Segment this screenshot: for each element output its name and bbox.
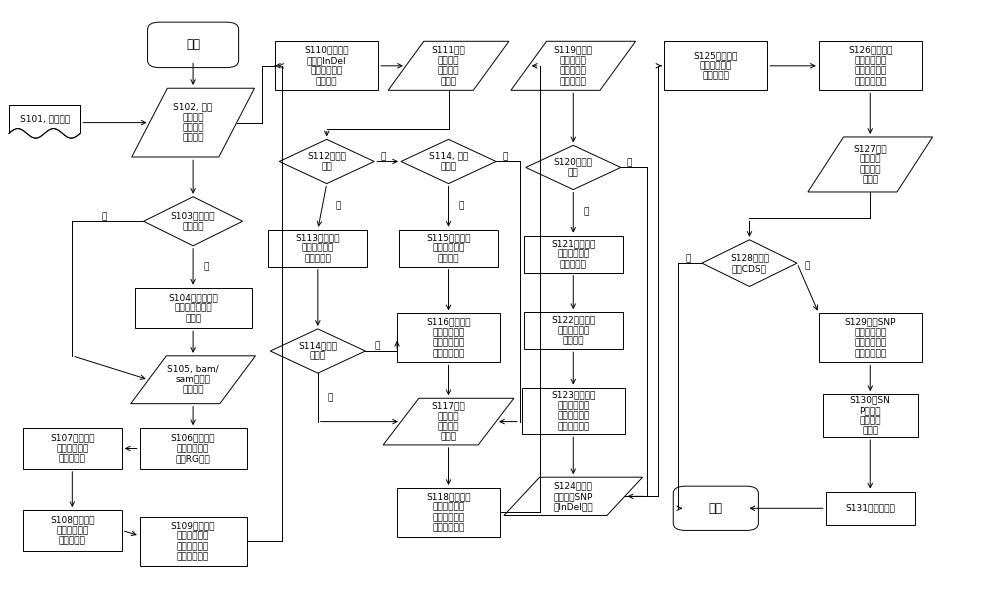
Text: S114, 已知
变异？: S114, 已知 变异？ [429,152,468,171]
Text: S130，SN
P的功能
注释和统
计数据: S130，SN P的功能 注释和统 计数据 [850,396,891,435]
FancyBboxPatch shape [399,230,498,267]
Text: S115，选择合
适的模块进行
变异检测: S115，选择合 适的模块进行 变异检测 [426,233,471,263]
FancyBboxPatch shape [823,394,918,437]
FancyBboxPatch shape [268,230,367,267]
Text: S108，去排比
对数据中重复
多次的序列: S108，去排比 对数据中重复 多次的序列 [50,516,95,545]
Text: 否: 否 [626,158,631,167]
FancyBboxPatch shape [819,41,922,91]
Text: S103，原始测
序序列？: S103，原始测 序序列？ [171,211,215,231]
Text: S111，可
用于变异
检测的比
对数据: S111，可 用于变异 检测的比 对数据 [432,46,465,86]
FancyBboxPatch shape [673,486,758,530]
Text: S113，对比对
数据文件进行
去冗余压缩: S113，对比对 数据文件进行 去冗余压缩 [296,233,340,263]
Text: S116，对原始
变异数据进行
分类并进行严
格质量值过滤: S116，对原始 变异数据进行 分类并进行严 格质量值过滤 [426,318,471,358]
Text: 是: 是 [805,262,810,271]
Text: S104，测序序列
对参考基因组进
行比对: S104，测序序列 对参考基因组进 行比对 [168,293,218,323]
Text: S120，二倍
体？: S120，二倍 体？ [554,158,593,177]
Text: S114，已知
变异？: S114，已知 变异？ [298,341,337,361]
Text: S128，已知
基因CDS？: S128，已知 基因CDS？ [730,254,769,273]
Text: 是: 是 [583,208,589,217]
Polygon shape [526,146,621,190]
Text: S126，过滤间
距过小的变异
位点并对变异
进行基本统计: S126，过滤间 距过小的变异 位点并对变异 进行基本统计 [848,46,892,86]
FancyBboxPatch shape [524,236,623,272]
Text: 开始: 开始 [186,39,200,51]
Polygon shape [401,140,496,184]
Text: S124，可用
于分析的SNP
和InDel集合: S124，可用 于分析的SNP 和InDel集合 [553,481,593,511]
Text: 结束: 结束 [709,502,723,515]
Polygon shape [702,240,797,286]
Polygon shape [511,41,636,91]
Polygon shape [132,88,254,157]
Text: S127，最
终的变异
集合和统
计数据: S127，最 终的变异 集合和统 计数据 [853,144,887,185]
Text: 是: 是 [503,152,508,161]
FancyBboxPatch shape [397,488,500,537]
Text: S118，对第一
阶段的比对数
据进行碱基质
量值的重校正: S118，对第一 阶段的比对数 据进行碱基质 量值的重校正 [426,492,471,533]
FancyBboxPatch shape [826,492,915,525]
Polygon shape [144,197,243,246]
Text: S101, 输入文件: S101, 输入文件 [20,115,70,124]
FancyBboxPatch shape [275,41,378,91]
Text: 否: 否 [375,342,380,351]
FancyBboxPatch shape [140,428,247,469]
Text: S131，输出文件: S131，输出文件 [845,504,895,513]
Text: 是: 是 [328,393,333,402]
FancyBboxPatch shape [23,510,122,551]
FancyBboxPatch shape [140,516,247,566]
FancyBboxPatch shape [135,288,252,329]
FancyBboxPatch shape [819,313,922,362]
Polygon shape [504,477,643,515]
Text: S106，对比对
数据进行排序
和加RG信息: S106，对比对 数据进行排序 和加RG信息 [171,434,215,463]
Text: S102, 测序
序列或比
对数据参
考基因组: S102, 测序 序列或比 对数据参 考基因组 [173,103,213,143]
Text: 否: 否 [101,212,107,221]
Polygon shape [279,140,374,184]
FancyBboxPatch shape [522,388,625,434]
FancyBboxPatch shape [9,104,80,133]
Polygon shape [131,356,255,403]
FancyBboxPatch shape [524,312,623,349]
Text: 否: 否 [458,202,464,211]
Text: 否: 否 [685,254,691,263]
Text: S125，对生成
的变异集合进
行格式转换: S125，对生成 的变异集合进 行格式转换 [694,51,738,81]
Text: S123，对原始
变异数据进行
分类并进行一
般质量值过滤: S123，对原始 变异数据进行 分类并进行一 般质量值过滤 [551,391,595,431]
FancyBboxPatch shape [664,41,767,91]
Text: 否: 否 [380,152,386,161]
FancyBboxPatch shape [148,22,239,68]
Text: 是: 是 [336,202,341,211]
Text: S109，根据参
考基因组染色
体对比对数据
进行重新排序: S109，根据参 考基因组染色 体对比对数据 进行重新排序 [171,521,215,561]
Text: S122，选择合
适的模块进行
变异检测: S122，选择合 适的模块进行 变异检测 [551,316,595,345]
Text: S129，对SNP
位点进行同义
非同义注释和
转换颠换统计: S129，对SNP 位点进行同义 非同义注释和 转换颠换统计 [845,318,896,358]
Text: S107，去除比
对数据中的次
要比对序列: S107，去除比 对数据中的次 要比对序列 [50,434,95,463]
FancyBboxPatch shape [9,104,80,134]
Text: S121，对比对
数据文件进行
去冗余压缩: S121，对比对 数据文件进行 去冗余压缩 [551,239,595,269]
FancyBboxPatch shape [397,313,500,362]
Polygon shape [270,329,365,373]
Polygon shape [388,41,509,91]
Text: S117，用
作训练集
的变异位
点集合: S117，用 作训练集 的变异位 点集合 [432,402,465,442]
Polygon shape [383,398,514,445]
Polygon shape [808,137,933,192]
FancyBboxPatch shape [23,428,122,469]
Text: S119，高质
量的最终用
于变异检测
的比对数据: S119，高质 量的最终用 于变异检测 的比对数据 [554,46,593,86]
Text: 是: 是 [203,263,208,272]
Text: S110，对比对
数据中InDel
附近区域进行
重新比对: S110，对比对 数据中InDel 附近区域进行 重新比对 [304,46,349,86]
Text: S112，二倍
体？: S112，二倍 体？ [307,152,346,171]
Text: S105, bam/
sam格式的
比对数据: S105, bam/ sam格式的 比对数据 [167,365,219,394]
